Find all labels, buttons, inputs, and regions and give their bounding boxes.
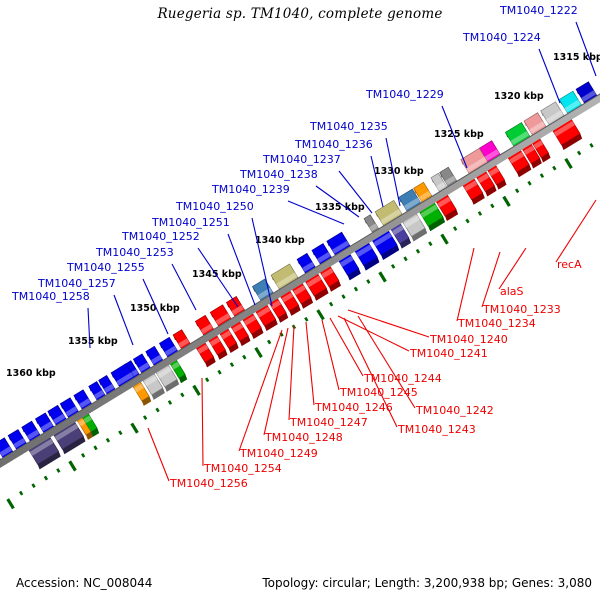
leader-line <box>227 233 256 306</box>
scale-tick-label: 1340 kbp <box>255 235 305 246</box>
leader-line <box>142 278 169 335</box>
leader-line <box>338 170 373 214</box>
gene-track <box>0 81 600 470</box>
leader-line <box>575 21 597 77</box>
gene-label[interactable]: TM1040_1236 <box>294 138 373 151</box>
leader-line <box>555 199 597 263</box>
gene-label[interactable]: TM1040_1253 <box>95 246 174 259</box>
leader-line <box>238 329 283 452</box>
gene-labels-blue: TM1040_1222 TM1040_1224 TM1040_1229 TM1040_… <box>11 4 597 349</box>
leader-line <box>357 315 416 409</box>
scale-tick-label: 1315 kbp <box>553 52 600 63</box>
scale-tick-label: 1335 kbp <box>315 202 365 213</box>
scale-tick-label: 1360 kbp <box>6 368 56 379</box>
scale-tick-labels: 1315 kbp 1320 kbp 1325 kbp 1330 kbp 1335 kbp… <box>6 52 600 379</box>
leader-line <box>343 317 398 428</box>
leader-line <box>329 317 364 377</box>
leader-line <box>197 247 239 308</box>
gene-label[interactable]: TM1040_1249 <box>239 447 318 460</box>
scale-tick-label: 1355 kbp <box>68 336 118 347</box>
leader-line <box>113 294 134 346</box>
leader-line <box>288 325 295 421</box>
leader-line <box>441 105 468 169</box>
gene-label[interactable]: TM1040_1248 <box>264 431 343 444</box>
leader-line <box>287 200 345 225</box>
leader-line <box>321 319 340 391</box>
gene-label[interactable]: TM1040_1238 <box>239 168 318 181</box>
leader-line <box>251 217 273 307</box>
gene-label[interactable]: TM1040_1241 <box>409 347 488 360</box>
scale-tick-label: 1345 kbp <box>192 269 242 280</box>
gene-label[interactable]: TM1040_1251 <box>151 216 230 229</box>
leader-line <box>147 427 170 482</box>
accession-text: Accession: NC_008044 <box>16 576 153 590</box>
gene-label[interactable]: TM1040_1222 <box>499 4 578 17</box>
leader-line <box>538 48 561 104</box>
scale-tick-label: 1325 kbp <box>434 129 484 140</box>
gene-label[interactable]: TM1040_1247 <box>289 416 368 429</box>
leader-line <box>370 155 384 208</box>
gene-label[interactable]: TM1040_1224 <box>462 31 541 44</box>
genome-backbone-axis <box>0 93 600 469</box>
leader-line <box>171 263 197 311</box>
leader-line <box>305 321 315 406</box>
gene-label[interactable]: TM1040_1229 <box>365 88 444 101</box>
gene-label[interactable]: TM1040_1252 <box>121 230 200 243</box>
gene-label[interactable]: alaS <box>500 285 524 298</box>
leader-line <box>201 377 204 467</box>
gene-label[interactable]: TM1040_1250 <box>175 200 254 213</box>
gene-label[interactable]: TM1040_1258 <box>11 290 90 303</box>
leader-line <box>87 307 91 349</box>
gene-label[interactable]: TM1040_1237 <box>262 153 341 166</box>
gene-label[interactable]: TM1040_1256 <box>169 477 248 490</box>
gene-label[interactable]: recA <box>557 258 582 271</box>
gene-label[interactable]: TM1040_1233 <box>482 303 561 316</box>
leader-line <box>456 247 475 322</box>
gene-label[interactable]: TM1040_1246 <box>314 401 393 414</box>
scale-tick-label: 1330 kbp <box>374 166 424 177</box>
leader-line <box>315 185 360 218</box>
leader-line <box>481 251 501 308</box>
scale-tick-label: 1320 kbp <box>494 91 544 102</box>
scale-tick-label: 1350 kbp <box>130 303 180 314</box>
gene-label[interactable]: TM1040_1244 <box>363 372 442 385</box>
page-title: Ruegeria sp. TM1040, complete genome <box>157 6 443 22</box>
gene-label[interactable]: TM1040_1243 <box>397 423 476 436</box>
leader-line <box>385 137 401 207</box>
leader-line <box>347 309 430 338</box>
gene-label[interactable]: TM1040_1239 <box>211 183 290 196</box>
gene-label[interactable]: TM1040_1242 <box>415 404 494 417</box>
leader-line <box>337 315 410 352</box>
genome-stats-text: Topology: circular; Length: 3,200,938 bp… <box>262 576 592 590</box>
gene-label[interactable]: TM1040_1254 <box>203 462 282 475</box>
gene-label[interactable]: TM1040_1234 <box>457 317 536 330</box>
leader-line <box>263 327 289 436</box>
gene-label[interactable]: TM1040_1255 <box>66 261 145 274</box>
gene-label[interactable]: TM1040_1257 <box>37 277 116 290</box>
gene-label[interactable]: TM1040_1240 <box>429 333 508 346</box>
gene-label[interactable]: TM1040_1235 <box>309 120 388 133</box>
scale-ruler <box>6 143 594 510</box>
gene-label[interactable]: TM1040_1245 <box>339 386 418 399</box>
leader-line <box>498 247 527 290</box>
